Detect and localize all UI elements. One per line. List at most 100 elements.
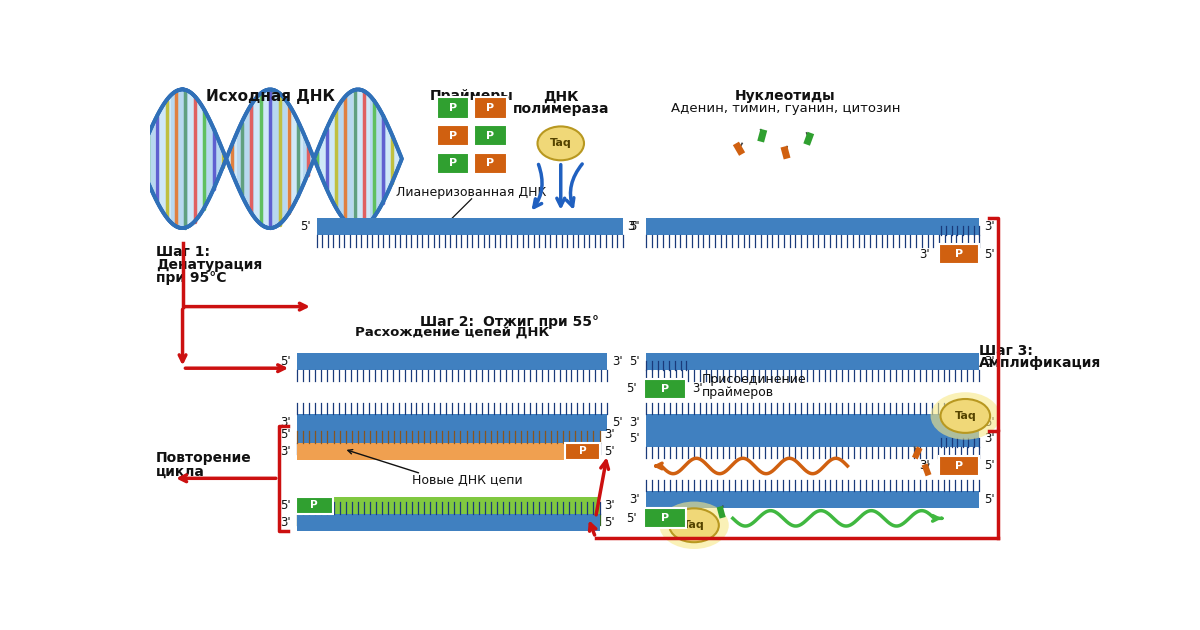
Bar — [757, 129, 767, 142]
Bar — [298, 426, 600, 443]
Text: P: P — [661, 384, 670, 394]
Text: P: P — [311, 500, 318, 510]
FancyArrowPatch shape — [185, 365, 284, 372]
Text: Отжиг при 55°: Отжиг при 55° — [484, 315, 599, 329]
Text: 3': 3' — [984, 355, 995, 368]
Text: P: P — [661, 513, 670, 524]
Text: Повторение: Повторение — [156, 451, 252, 466]
Text: 5': 5' — [629, 355, 640, 368]
Bar — [437, 97, 469, 118]
Text: 3': 3' — [281, 445, 292, 458]
Text: 3': 3' — [281, 416, 292, 430]
FancyArrowPatch shape — [179, 309, 186, 362]
Text: 5': 5' — [984, 416, 995, 430]
Text: цикла: цикла — [156, 465, 205, 479]
Bar — [646, 415, 979, 432]
Text: Шаг 2:: Шаг 2: — [420, 315, 479, 329]
Text: 3': 3' — [604, 499, 614, 512]
Bar — [295, 497, 332, 513]
Text: Исходная ДНК: Исходная ДНК — [205, 89, 335, 105]
Text: Taq: Taq — [954, 411, 976, 421]
Text: 5': 5' — [281, 355, 292, 368]
Text: 3': 3' — [612, 355, 623, 368]
Text: P: P — [578, 447, 587, 456]
Text: P: P — [955, 249, 964, 259]
Text: 3': 3' — [692, 382, 703, 396]
Bar — [474, 125, 506, 146]
FancyArrowPatch shape — [596, 461, 608, 515]
Bar — [298, 443, 600, 460]
Text: 5': 5' — [984, 493, 995, 507]
Text: P: P — [486, 103, 494, 113]
Text: 5': 5' — [281, 428, 292, 441]
FancyArrowPatch shape — [557, 164, 565, 206]
Text: 5': 5' — [984, 248, 995, 261]
Bar — [716, 506, 726, 518]
Text: 5': 5' — [604, 516, 614, 529]
Text: 5': 5' — [612, 416, 623, 430]
FancyArrowPatch shape — [589, 524, 595, 535]
Text: Праймеры: Праймеры — [430, 89, 514, 103]
Text: Taq: Taq — [550, 139, 571, 148]
Bar — [938, 456, 979, 476]
FancyArrowPatch shape — [180, 475, 276, 482]
FancyArrowPatch shape — [566, 164, 582, 207]
Bar — [298, 353, 607, 370]
Text: P: P — [449, 103, 457, 113]
Text: 3': 3' — [281, 516, 292, 529]
Text: P: P — [449, 158, 457, 168]
Text: полимераза: полимераза — [512, 102, 610, 116]
Text: P: P — [449, 130, 457, 140]
Bar — [803, 132, 814, 146]
Ellipse shape — [538, 127, 584, 160]
Text: 5': 5' — [629, 432, 640, 445]
Bar — [317, 218, 623, 235]
Text: 5': 5' — [626, 512, 637, 525]
Text: Taq: Taq — [683, 520, 704, 530]
Bar — [298, 415, 607, 432]
Text: праймеров: праймеров — [702, 386, 774, 399]
Text: Аденин, тимин, гуанин, цитозин: Аденин, тимин, гуанин, цитозин — [671, 102, 900, 115]
Bar — [474, 97, 506, 118]
Bar — [733, 142, 745, 156]
Text: P: P — [955, 461, 964, 471]
FancyArrowPatch shape — [534, 164, 542, 207]
Bar — [298, 513, 600, 530]
Text: при 95°C: при 95°C — [156, 271, 227, 285]
Bar — [644, 379, 686, 399]
Bar — [912, 447, 923, 459]
Text: 3': 3' — [692, 512, 703, 525]
Text: Шаг 3:: Шаг 3: — [979, 343, 1033, 358]
Text: 5': 5' — [604, 445, 614, 458]
Text: Амплификация: Амплификация — [979, 356, 1102, 370]
Text: 5': 5' — [281, 499, 292, 512]
Text: 5': 5' — [984, 459, 995, 472]
Bar — [437, 125, 469, 146]
Bar — [922, 463, 931, 476]
Bar — [298, 497, 600, 513]
Text: 3': 3' — [628, 220, 638, 233]
Text: ДНК: ДНК — [542, 89, 578, 103]
FancyArrowPatch shape — [932, 515, 942, 521]
Text: 3': 3' — [629, 416, 640, 430]
Bar — [706, 521, 716, 534]
Ellipse shape — [930, 392, 1000, 440]
Bar — [644, 508, 686, 529]
Text: 3': 3' — [919, 459, 930, 472]
Bar — [646, 430, 979, 447]
Ellipse shape — [670, 508, 719, 542]
Text: Денатурация: Денатурация — [156, 258, 263, 272]
Bar — [646, 218, 979, 235]
Bar — [646, 353, 979, 370]
Text: 5': 5' — [629, 220, 640, 233]
Text: P: P — [486, 158, 494, 168]
FancyArrowPatch shape — [348, 450, 419, 473]
Text: 3': 3' — [604, 428, 614, 441]
Bar — [780, 146, 791, 159]
Text: P: P — [486, 130, 494, 140]
Bar — [938, 244, 979, 264]
Text: 5': 5' — [300, 220, 311, 233]
Text: 3': 3' — [984, 220, 995, 233]
Ellipse shape — [659, 501, 728, 549]
Text: 3': 3' — [629, 493, 640, 507]
